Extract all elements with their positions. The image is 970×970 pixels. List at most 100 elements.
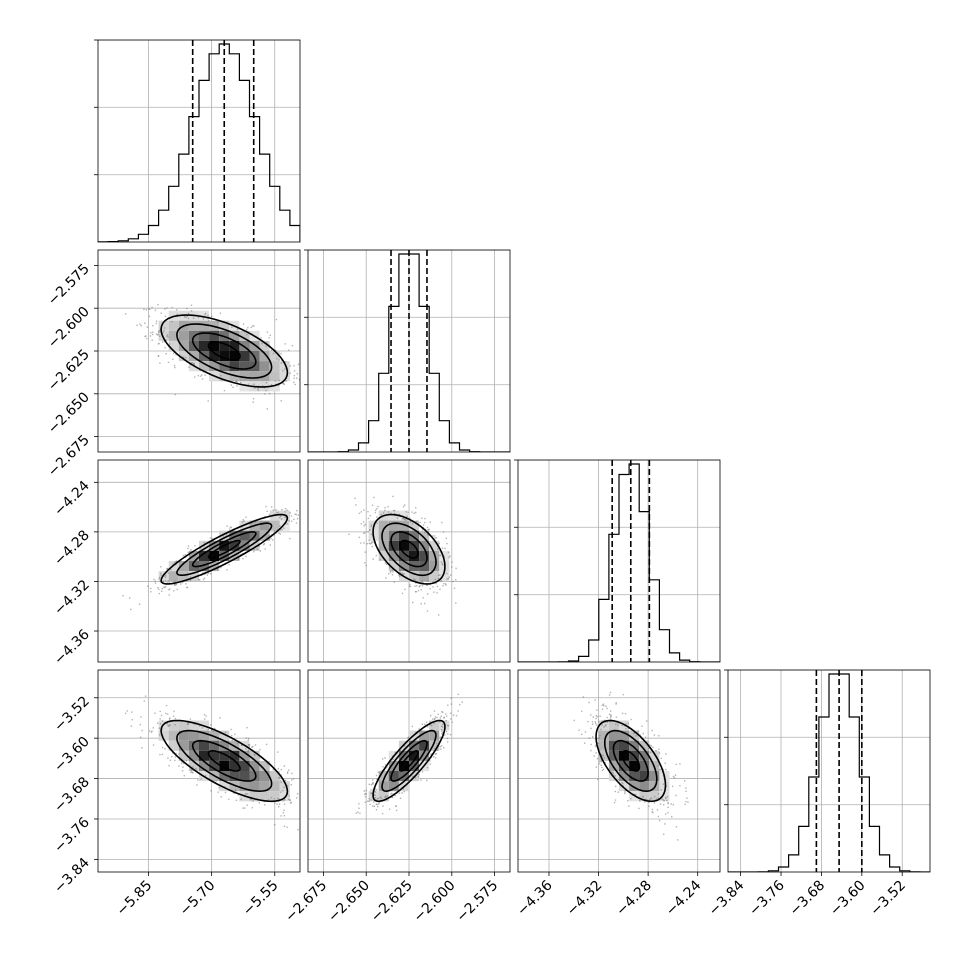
sample-point [257, 389, 260, 391]
sample-point [378, 779, 380, 782]
sample-point [677, 839, 679, 841]
sample-point [154, 309, 157, 312]
sample-point [685, 787, 687, 789]
sample-point [181, 770, 184, 772]
sample-point [616, 778, 618, 780]
sample-point [165, 353, 167, 355]
sample-point [405, 519, 407, 521]
sample-point [166, 568, 168, 570]
sample-point [647, 799, 649, 801]
sample-point [148, 730, 151, 732]
sample-point [432, 581, 435, 583]
sample-point [172, 358, 174, 360]
sample-point [364, 793, 366, 795]
sample-point [203, 541, 205, 544]
sample-point [131, 711, 133, 713]
sample-point [167, 336, 169, 338]
panel-content [308, 670, 510, 872]
sample-point [295, 522, 298, 524]
sample-point [375, 799, 377, 801]
density-cell [178, 720, 189, 731]
sample-point [430, 714, 432, 717]
sample-point [441, 547, 444, 549]
sample-point [415, 507, 417, 509]
sample-point [451, 721, 453, 723]
sample-point [174, 759, 176, 762]
density-cell [209, 340, 220, 351]
sample-point [376, 778, 378, 780]
sample-point [392, 758, 394, 760]
sample-point [381, 769, 383, 772]
sample-point [168, 582, 170, 584]
sample-point [165, 704, 168, 707]
x-tick-label: −4.36 [514, 877, 556, 919]
sample-point [447, 741, 449, 743]
sample-point [373, 805, 376, 807]
sample-point [159, 718, 161, 720]
sample-point [654, 795, 656, 798]
sample-point [376, 508, 378, 510]
sample-point [318, 364, 319, 365]
contour-level-3 [372, 513, 446, 585]
density-cell [629, 781, 640, 792]
sample-point [445, 584, 447, 586]
sample-point [388, 808, 391, 810]
density-cell [178, 330, 189, 341]
sample-point [686, 797, 688, 799]
sample-point [253, 383, 255, 385]
sample-point [588, 701, 590, 704]
sample-point [655, 798, 658, 800]
sample-point [296, 797, 298, 799]
sample-point [426, 767, 429, 769]
sample-point [291, 345, 294, 347]
sample-point [166, 335, 168, 337]
sample-point [203, 577, 206, 579]
sample-point [391, 796, 394, 799]
sample-point [648, 801, 650, 803]
sample-point [180, 760, 183, 762]
sample-point [359, 812, 361, 814]
sample-point [684, 780, 686, 782]
sample-point [158, 727, 160, 729]
panel-3-3: −3.84−3.76−3.68−3.60−3.52 [706, 669, 931, 919]
sample-point [248, 744, 251, 746]
sample-point [283, 765, 286, 767]
sample-point [451, 561, 453, 563]
sample-point [240, 798, 242, 800]
sample-point [604, 762, 606, 764]
sample-point [236, 328, 239, 330]
sample-point [404, 504, 406, 506]
sample-point [450, 574, 452, 576]
sample-point [369, 803, 371, 806]
sample-point [279, 515, 282, 517]
sample-point [596, 709, 598, 711]
sample-point [192, 771, 194, 774]
sample-point [612, 772, 615, 774]
sample-point [290, 784, 292, 786]
sample-point [207, 314, 209, 317]
sample-point [242, 807, 244, 809]
sample-point [293, 365, 295, 367]
sample-point [398, 513, 400, 516]
density-cell [209, 351, 220, 362]
sample-point [157, 333, 159, 336]
sample-point [433, 756, 435, 758]
sample-point [278, 806, 280, 808]
sample-point [274, 824, 276, 826]
sample-point [150, 587, 152, 590]
sample-point [279, 779, 282, 782]
sample-point [297, 514, 299, 516]
sample-point [242, 557, 244, 560]
sample-point [125, 712, 127, 715]
sample-point [639, 800, 641, 802]
sample-point [671, 816, 673, 818]
sample-point [174, 366, 176, 369]
sample-point [421, 723, 424, 725]
sample-point [402, 505, 405, 508]
sample-point [375, 774, 378, 777]
sample-point [206, 574, 208, 576]
sample-point [398, 792, 401, 794]
sample-point [638, 807, 640, 810]
sample-point [246, 328, 248, 331]
sample-point [286, 509, 288, 511]
